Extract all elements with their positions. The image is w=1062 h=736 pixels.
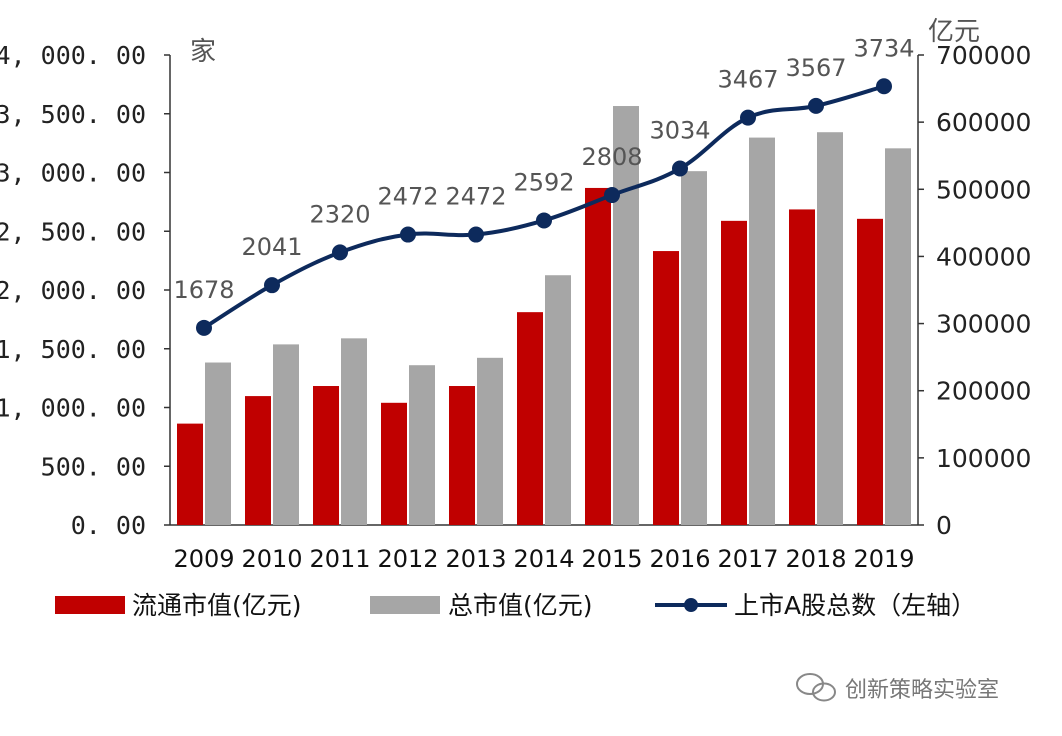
line-data-label: 1678 — [173, 276, 234, 304]
legend: 流通市值(亿元) 总市值(亿元) 上市A股总数（左轴） — [55, 591, 976, 620]
x-tick-label: 2009 — [173, 545, 234, 573]
bar-circulating-value — [449, 386, 475, 525]
line-listed-count — [202, 84, 885, 330]
line-point — [264, 277, 280, 294]
legend-swatch-circulating — [55, 596, 125, 614]
x-tick-label: 2016 — [649, 545, 710, 573]
right-tick-label: 500000 — [936, 175, 1031, 204]
bar-circulating-value — [585, 187, 611, 525]
left-tick-label: 1, 000. 00 — [0, 394, 146, 423]
bar-total-value — [681, 171, 707, 525]
watermark: 创新策略实验室 — [796, 673, 999, 703]
bar-circulating-value — [381, 402, 407, 525]
line-point — [196, 319, 212, 336]
line-point — [876, 78, 892, 95]
right-tick-label: 400000 — [936, 242, 1031, 271]
left-tick-label: 2, 500. 00 — [0, 217, 146, 246]
bar-total-value — [341, 338, 367, 525]
x-tick-label: 2019 — [853, 545, 914, 573]
x-tick-label: 2018 — [785, 545, 846, 573]
bar-circulating-value — [313, 386, 339, 525]
right-tick-label: 700000 — [936, 41, 1031, 70]
right-tick-label: 0 — [936, 511, 952, 540]
legend-swatch-total — [370, 596, 440, 614]
x-tick-label: 2012 — [377, 545, 438, 573]
right-tick-label: 100000 — [936, 444, 1031, 473]
left-tick-label: 3, 000. 00 — [0, 159, 146, 188]
bar-total-value — [749, 137, 775, 526]
bar-total-value — [477, 357, 503, 525]
line-data-label: 3034 — [649, 117, 710, 145]
bars — [177, 106, 911, 526]
bar-total-value — [817, 132, 843, 525]
legend-label-count: 上市A股总数（左轴） — [734, 591, 976, 620]
bar-circulating-value — [245, 396, 271, 525]
line-data-label: 2472 — [377, 183, 438, 211]
right-tick-label: 300000 — [936, 310, 1031, 339]
right-tick-label: 600000 — [936, 108, 1031, 137]
x-tick-label: 2011 — [309, 545, 370, 573]
bar-total-value — [885, 148, 911, 526]
line-data-label: 2808 — [581, 143, 642, 171]
line-point — [536, 212, 552, 229]
wechat-icon — [796, 673, 836, 702]
bar-total-value — [205, 362, 231, 525]
line-data-label: 3734 — [853, 34, 914, 62]
x-tick-label: 2017 — [717, 545, 778, 573]
bar-circulating-value — [789, 209, 815, 525]
line-series — [196, 78, 892, 336]
line-point — [468, 226, 484, 243]
bar-circulating-value — [653, 251, 679, 526]
x-tick-label: 2014 — [513, 545, 574, 573]
line-data-label: 3467 — [717, 66, 778, 94]
line-point — [332, 244, 348, 261]
watermark-text: 创新策略实验室 — [845, 678, 999, 703]
line-data-label: 3567 — [785, 54, 846, 82]
line-point — [400, 226, 416, 243]
line-data-label: 2592 — [513, 168, 574, 196]
axes: 0. 00 500. 00 1, 000. 00 1, 500. 00 2, 000. … — [0, 41, 1031, 573]
left-tick-label: 2, 000. 00 — [0, 276, 146, 305]
left-tick-label: 1, 500. 00 — [0, 335, 146, 364]
line-point — [604, 187, 620, 204]
line-data-label: 2041 — [241, 233, 302, 261]
line-data-label: 2320 — [309, 200, 370, 228]
left-tick-label: 0. 00 — [71, 511, 146, 540]
x-tick-label: 2013 — [445, 545, 506, 573]
bar-total-value — [273, 344, 299, 525]
bar-total-value — [613, 106, 639, 526]
line-point — [672, 160, 688, 177]
left-tick-label: 500. 00 — [41, 452, 146, 481]
left-tick-label: 3, 500. 00 — [0, 100, 146, 129]
bar-circulating-value — [177, 423, 203, 525]
bar-total-value — [545, 275, 571, 525]
right-axis-unit: 亿元 — [928, 17, 980, 47]
line-point — [740, 109, 756, 126]
bar-circulating-value — [517, 312, 543, 525]
bar-total-value — [409, 365, 435, 525]
bar-circulating-value — [857, 218, 883, 526]
x-tick-label: 2015 — [581, 545, 642, 573]
legend-label-circulating: 流通市值(亿元) — [132, 591, 302, 620]
x-tick-label: 2010 — [241, 545, 302, 573]
bar-circulating-value — [721, 220, 747, 526]
line-point — [808, 97, 824, 114]
left-axis-unit: 家 — [190, 37, 216, 67]
right-tick-label: 200000 — [936, 377, 1031, 406]
legend-swatch-marker — [684, 598, 698, 612]
line-data-label: 2472 — [445, 183, 506, 211]
legend-label-total: 总市值(亿元) — [448, 591, 593, 620]
left-tick-label: 4, 000. 00 — [0, 41, 146, 70]
